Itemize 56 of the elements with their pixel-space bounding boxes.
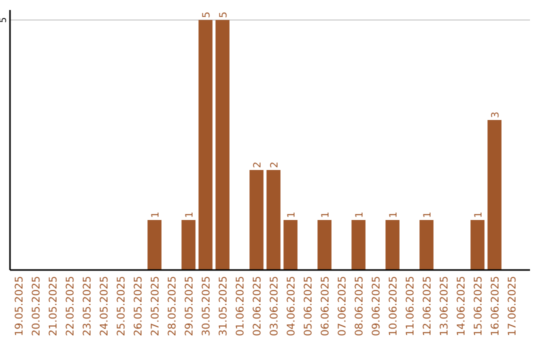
bar (182, 220, 196, 270)
bar (148, 220, 162, 270)
x-tick-label: 08.06.2025 (354, 276, 366, 336)
x-tick-label: 28.05.2025 (166, 276, 178, 336)
x-tick-label: 21.05.2025 (48, 276, 60, 336)
data-label: 5 (202, 12, 212, 18)
x-tick-label: 23.05.2025 (82, 276, 94, 336)
bar (470, 220, 484, 270)
data-label: 1 (354, 212, 366, 218)
x-tick-label: 17.06.2025 (506, 276, 518, 336)
data-label: 5 (218, 12, 230, 18)
bar (198, 20, 212, 270)
x-tick-label: 19.05.2025 (14, 276, 26, 336)
x-tick-label: 07.06.2025 (336, 276, 348, 336)
x-tick-label: 29.05.2025 (184, 276, 196, 336)
x-tick-label: 10.06.2025 (388, 276, 400, 336)
bar (284, 220, 298, 270)
bar (386, 220, 400, 270)
data-label: 2 (252, 162, 264, 168)
x-tick-label: 24.05.2025 (98, 276, 110, 336)
x-tick-label: 09.06.2025 (370, 276, 382, 336)
x-tick-label: 03.06.2025 (268, 276, 280, 336)
x-tick-label: 15.06.2025 (472, 276, 484, 336)
x-tick-label: 11.06.2025 (404, 276, 416, 336)
data-label: 1 (184, 212, 196, 218)
x-tick-label: 05.06.2025 (302, 276, 314, 336)
x-tick-label: 16.06.2025 (490, 276, 502, 336)
bar (250, 170, 264, 270)
x-tick-label: 01.06.2025 (234, 276, 246, 336)
data-label: 1 (286, 212, 298, 218)
data-label: 1 (388, 212, 400, 218)
x-tick-label: 26.05.2025 (132, 276, 144, 336)
x-tick-label: 30.05.2025 (200, 276, 212, 336)
x-tick-label: 12.06.2025 (422, 276, 434, 336)
data-label: 3 (490, 112, 502, 118)
bar (488, 120, 502, 270)
data-label: 1 (422, 212, 434, 218)
data-label: 1 (474, 212, 484, 218)
x-tick-label: 22.05.2025 (64, 276, 76, 336)
x-tick-label: 20.05.2025 (30, 276, 42, 336)
data-label: 1 (150, 212, 162, 218)
bar (216, 20, 230, 270)
x-tick-label: 25.05.2025 (116, 276, 128, 336)
x-tick-label: 13.06.2025 (438, 276, 450, 336)
data-label: 1 (320, 212, 332, 218)
bar (318, 220, 332, 270)
bar (266, 170, 280, 270)
x-tick-label: 14.06.2025 (456, 276, 468, 336)
bar (420, 220, 434, 270)
x-tick-label: 31.05.2025 (218, 276, 230, 336)
x-tick-label: 02.06.2025 (252, 276, 264, 336)
x-tick-label: 04.06.2025 (286, 276, 298, 336)
x-tick-label: 06.06.2025 (320, 276, 332, 336)
x-tick-label: 27.05.2025 (150, 276, 162, 336)
data-label: 2 (270, 162, 280, 168)
bar (352, 220, 366, 270)
